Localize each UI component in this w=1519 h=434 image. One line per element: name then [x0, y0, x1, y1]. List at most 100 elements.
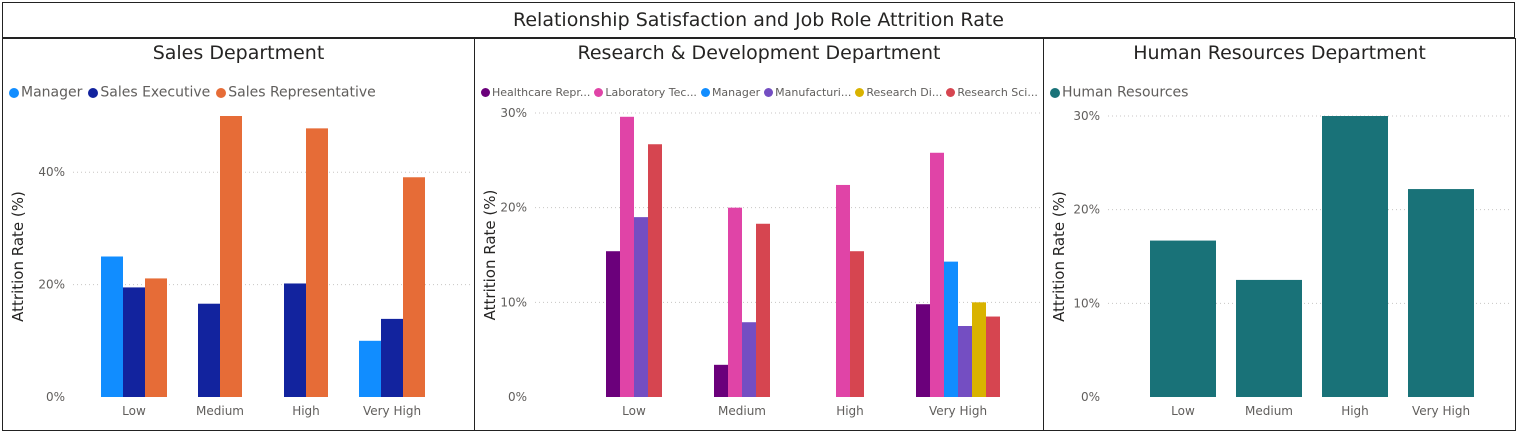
- y-tick-label: 20%: [38, 278, 65, 292]
- bar[interactable]: [606, 251, 620, 397]
- x-tick-label: High: [836, 404, 864, 418]
- legend-swatch: [700, 88, 710, 97]
- x-tick-label: Low: [622, 404, 646, 418]
- legend-item[interactable]: Research Di...: [855, 82, 942, 101]
- bar[interactable]: [403, 177, 425, 397]
- legend-item[interactable]: Manufacturi...: [764, 82, 851, 101]
- legend-item[interactable]: Sales Executive: [88, 82, 210, 101]
- legend-swatch: [216, 87, 227, 98]
- bar[interactable]: [728, 207, 742, 397]
- legend-swatch: [88, 87, 99, 98]
- legend-label: Manufacturi...: [775, 86, 852, 99]
- bar[interactable]: [123, 287, 145, 397]
- y-axis-title: Attrition Rate (%): [481, 190, 499, 321]
- legend-swatch: [946, 88, 956, 97]
- x-tick-label: Medium: [718, 404, 766, 418]
- legend-swatch: [1050, 87, 1060, 98]
- legend-swatch: [9, 87, 19, 98]
- legend-item[interactable]: Human Resources: [1050, 82, 1188, 101]
- y-tick-label: 40%: [38, 165, 65, 179]
- bar[interactable]: [972, 302, 986, 397]
- legend-label: Research Sci...: [957, 86, 1038, 99]
- y-tick-label: 10%: [1073, 296, 1100, 310]
- legend-swatch: [855, 88, 865, 97]
- bar[interactable]: [986, 316, 1000, 397]
- legend-label: Manager: [21, 84, 83, 101]
- dashboard-title: Relationship Satisfaction and Job Role A…: [513, 9, 1004, 31]
- bar[interactable]: [850, 251, 864, 397]
- bar[interactable]: [620, 116, 634, 397]
- y-tick-label: 20%: [1073, 203, 1100, 217]
- x-tick-label: Very High: [1412, 404, 1470, 418]
- legend-label: Sales Executive: [100, 84, 211, 101]
- bar[interactable]: [1150, 240, 1216, 397]
- rd-chart-plot: 0% 10% 20% 30% Attrition Rate (%) Low Medium Hi…: [481, 106, 1040, 418]
- legend-label: Healthcare Repr...: [492, 86, 591, 99]
- legend-item[interactable]: Manager: [9, 82, 82, 101]
- y-tick-label: 0%: [46, 390, 65, 404]
- bar[interactable]: [284, 283, 306, 397]
- hr-department-panel: Human Resources Department Human Resourc…: [1043, 38, 1516, 431]
- y-axis-title: Attrition Rate (%): [9, 191, 27, 322]
- bar[interactable]: [306, 128, 328, 397]
- bar[interactable]: [359, 340, 381, 397]
- bar[interactable]: [1236, 279, 1302, 397]
- legend-swatch: [594, 88, 604, 97]
- dashboard-title-bar: Relationship Satisfaction and Job Role A…: [2, 2, 1515, 38]
- legend-swatch: [481, 88, 490, 97]
- y-tick-label: 30%: [1073, 109, 1100, 123]
- chart-title: Human Resources Department: [1133, 42, 1426, 64]
- y-tick-label: 0%: [1081, 390, 1100, 404]
- legend-item[interactable]: Sales Representative: [216, 82, 376, 101]
- legend-label: Manager: [711, 86, 761, 99]
- legend-label: Research Di...: [866, 86, 943, 99]
- y-tick-label: 20%: [500, 201, 527, 215]
- bar[interactable]: [836, 184, 850, 397]
- legend-label: Human Resources: [1062, 84, 1189, 101]
- bar[interactable]: [944, 261, 958, 397]
- bar[interactable]: [958, 326, 972, 397]
- hr-chart-plot: 0% 10% 20% 30% Attrition Rate (%) Low Medium Hi…: [1050, 109, 1512, 418]
- y-tick-label: 0%: [508, 390, 527, 404]
- legend-item[interactable]: Laboratory Tec...: [594, 82, 697, 101]
- x-tick-label: High: [1341, 404, 1369, 418]
- y-tick-label: 30%: [500, 106, 527, 120]
- bar[interactable]: [930, 152, 944, 397]
- y-axis-title: Attrition Rate (%): [1050, 191, 1068, 322]
- x-tick-label: Low: [122, 404, 146, 418]
- sales-department-panel: Sales Department Manager Sales Executive S…: [2, 38, 475, 431]
- bar[interactable]: [220, 116, 242, 397]
- bar[interactable]: [145, 278, 167, 397]
- bar[interactable]: [198, 303, 220, 397]
- bar[interactable]: [714, 364, 728, 397]
- bar[interactable]: [648, 144, 662, 397]
- bar[interactable]: [1322, 116, 1388, 397]
- chart-title: Research & Development Department: [577, 42, 941, 64]
- legend-item[interactable]: Healthcare Repr...: [481, 82, 590, 101]
- y-tick-label: 10%: [500, 295, 527, 309]
- bar[interactable]: [634, 217, 648, 397]
- x-tick-label: Very High: [929, 404, 987, 418]
- legend-label: Sales Representative: [228, 84, 376, 101]
- chart-title: Sales Department: [152, 42, 325, 64]
- bar[interactable]: [742, 322, 756, 397]
- chart-legend: Human Resources: [1050, 81, 1194, 101]
- x-tick-label: Medium: [196, 404, 244, 418]
- chart-legend: Healthcare Repr... Laboratory Tec... Manag…: [481, 81, 1042, 101]
- bar[interactable]: [101, 256, 123, 398]
- legend-label: Laboratory Tec...: [605, 86, 697, 99]
- legend-swatch: [764, 88, 774, 97]
- bar[interactable]: [756, 223, 770, 397]
- chart-legend: Manager Sales Executive Sales Representati…: [9, 81, 382, 101]
- rd-department-panel: Research & Development Department Health…: [474, 38, 1044, 431]
- bar[interactable]: [916, 304, 930, 397]
- bar[interactable]: [1408, 189, 1474, 397]
- x-tick-label: Medium: [1245, 404, 1293, 418]
- x-tick-label: Very High: [363, 404, 421, 418]
- x-tick-label: High: [292, 404, 320, 418]
- x-tick-label: Low: [1171, 404, 1195, 418]
- sales-chart-plot: 0% 20% 40% Attrition Rate (%) Low Medium High V…: [9, 116, 471, 418]
- legend-item[interactable]: Research Sci...: [946, 82, 1038, 101]
- bar[interactable]: [381, 318, 403, 397]
- legend-item[interactable]: Manager: [700, 82, 761, 101]
